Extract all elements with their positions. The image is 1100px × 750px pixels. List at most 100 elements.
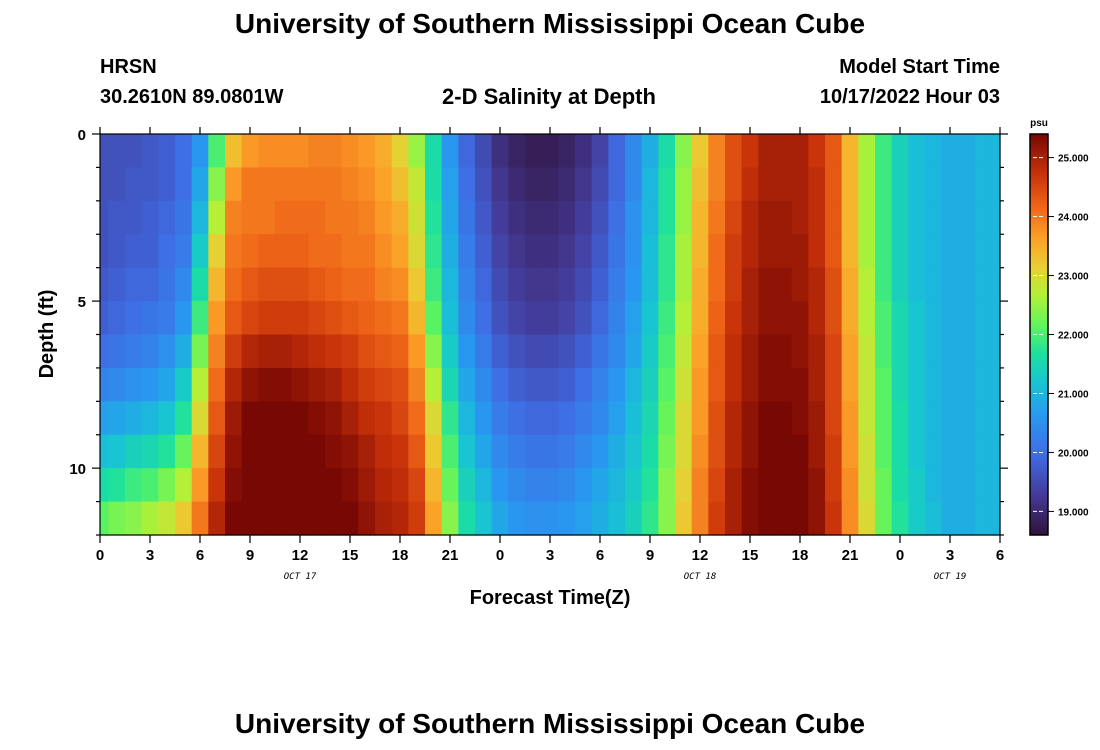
heatmap-cell bbox=[741, 167, 759, 202]
heatmap-cell bbox=[458, 267, 476, 302]
colorbar-tick-label: 20.000 bbox=[1058, 448, 1089, 459]
heatmap-cell bbox=[475, 167, 493, 202]
heatmap-cell bbox=[275, 501, 293, 536]
heatmap-cell bbox=[275, 367, 293, 402]
heatmap-cell bbox=[725, 468, 743, 503]
heatmap-cell bbox=[208, 501, 226, 536]
heatmap-cell bbox=[458, 301, 476, 336]
heatmap-cell bbox=[975, 468, 993, 503]
heatmap-cell bbox=[658, 501, 676, 536]
x-tick-label: 3 bbox=[546, 547, 554, 564]
heatmap-cell bbox=[875, 234, 893, 269]
heatmap-cell bbox=[108, 367, 126, 402]
heatmap-cell bbox=[441, 301, 459, 336]
heatmap-cell bbox=[958, 301, 976, 336]
heatmap-cell bbox=[258, 234, 276, 269]
heatmap-cell bbox=[375, 501, 393, 536]
heatmap-cell bbox=[641, 267, 659, 302]
heatmap-cell bbox=[175, 401, 193, 436]
heatmap-cell bbox=[525, 267, 543, 302]
heatmap-cell bbox=[358, 434, 376, 469]
heatmap-cell bbox=[125, 134, 143, 169]
x-tick-label: 6 bbox=[196, 547, 204, 564]
heatmap-cell bbox=[341, 501, 359, 536]
heatmap-cell bbox=[575, 468, 593, 503]
heatmap-cell bbox=[358, 234, 376, 269]
heatmap-cell bbox=[458, 434, 476, 469]
heatmap-cell bbox=[541, 301, 559, 336]
heatmap-cell bbox=[508, 501, 526, 536]
heatmap-cell bbox=[908, 267, 926, 302]
heatmap-cell bbox=[225, 434, 243, 469]
heatmap-cell bbox=[791, 200, 809, 235]
heatmap-cell bbox=[841, 167, 859, 202]
heatmap-cell bbox=[308, 267, 326, 302]
heatmap-cell bbox=[875, 167, 893, 202]
x-tick-label: 3 bbox=[946, 547, 954, 564]
heatmap-cell bbox=[225, 468, 243, 503]
heatmap-cell bbox=[725, 234, 743, 269]
heatmap-cell bbox=[641, 468, 659, 503]
heatmap-cell bbox=[358, 267, 376, 302]
heatmap-cell bbox=[425, 267, 443, 302]
heatmap-cell bbox=[208, 367, 226, 402]
heatmap-cell bbox=[608, 401, 626, 436]
heatmap-cell bbox=[125, 434, 143, 469]
heatmap-cell bbox=[908, 167, 926, 202]
heatmap-cell bbox=[625, 167, 643, 202]
heatmap-cell bbox=[100, 501, 109, 536]
heatmap-cell bbox=[458, 501, 476, 536]
heatmap-cell bbox=[208, 267, 226, 302]
heatmap-cell bbox=[258, 167, 276, 202]
heatmap-cell bbox=[791, 234, 809, 269]
heatmap-cell bbox=[108, 167, 126, 202]
heatmap-cell bbox=[641, 234, 659, 269]
heatmap-cell bbox=[375, 334, 393, 369]
heatmap-cell bbox=[491, 367, 509, 402]
heatmap-cell bbox=[708, 134, 726, 169]
heatmap-cell bbox=[241, 234, 259, 269]
heatmap-cell bbox=[291, 301, 309, 336]
heatmap-cell bbox=[958, 134, 976, 169]
heatmap-cell bbox=[908, 367, 926, 402]
heatmap-cell bbox=[791, 468, 809, 503]
model-start-time: 10/17/2022 Hour 03 bbox=[819, 86, 1000, 108]
heatmap-cell bbox=[275, 134, 293, 169]
heatmap-cell bbox=[625, 234, 643, 269]
heatmap-cell bbox=[691, 334, 709, 369]
heatmap-cell bbox=[491, 501, 509, 536]
heatmap-cell bbox=[708, 434, 726, 469]
heatmap-cell bbox=[558, 200, 576, 235]
heatmap-cell bbox=[408, 167, 426, 202]
heatmap-cell bbox=[891, 501, 909, 536]
heatmap-cell bbox=[758, 167, 776, 202]
heatmap-cell bbox=[525, 167, 543, 202]
heatmap-cell bbox=[625, 367, 643, 402]
heatmap-cell bbox=[758, 468, 776, 503]
heatmap-cell bbox=[858, 468, 876, 503]
heatmap-cell bbox=[458, 401, 476, 436]
heatmap-cell bbox=[291, 367, 309, 402]
heatmap-cell bbox=[341, 167, 359, 202]
heatmap-cell bbox=[108, 200, 126, 235]
heatmap-cell bbox=[825, 301, 843, 336]
heatmap-cell bbox=[191, 134, 209, 169]
heatmap-cell bbox=[208, 301, 226, 336]
heatmap-cell bbox=[175, 301, 193, 336]
heatmap-cell bbox=[625, 334, 643, 369]
heatmap-cell bbox=[175, 367, 193, 402]
heatmap-cell bbox=[391, 134, 409, 169]
heatmap-cell bbox=[475, 301, 493, 336]
heatmap-cell bbox=[675, 434, 693, 469]
heatmap-cell bbox=[708, 501, 726, 536]
heatmap-cell bbox=[225, 267, 243, 302]
x-tick-label: 9 bbox=[246, 547, 254, 564]
heatmap-cell bbox=[608, 234, 626, 269]
heatmap-cell bbox=[325, 167, 343, 202]
heatmap-cell bbox=[825, 367, 843, 402]
heatmap-cell bbox=[325, 501, 343, 536]
heatmap-cell bbox=[791, 401, 809, 436]
heatmap-cell bbox=[100, 468, 109, 503]
heatmap-cell bbox=[258, 334, 276, 369]
